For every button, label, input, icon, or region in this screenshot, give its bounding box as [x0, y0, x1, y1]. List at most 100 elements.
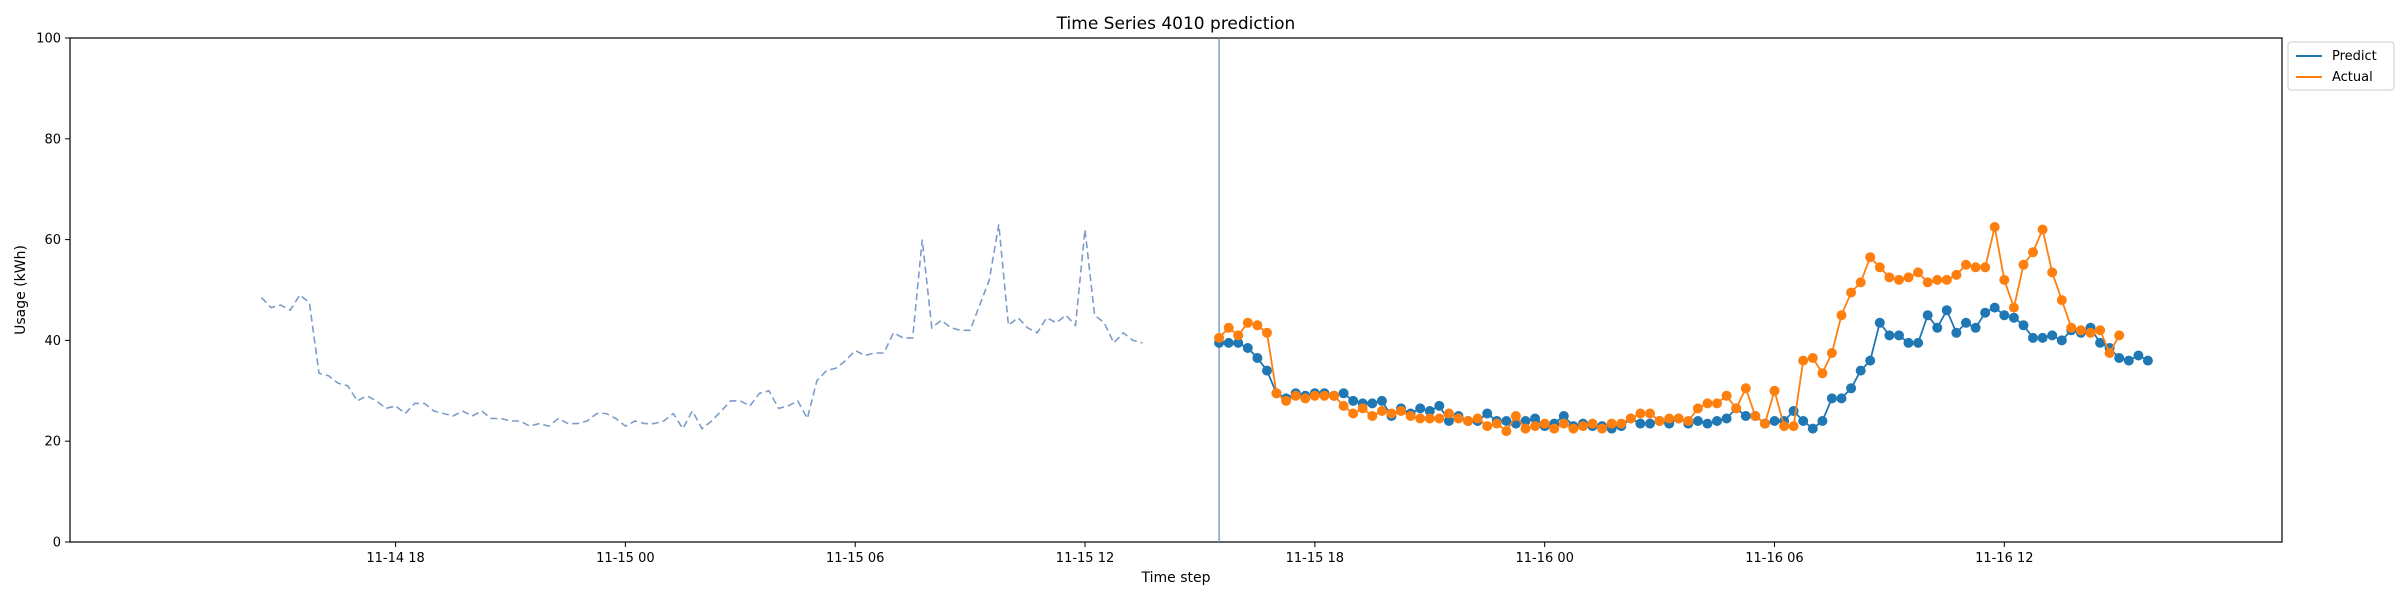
predict-point [1951, 327, 1962, 338]
predict-point [1223, 337, 1234, 348]
actual-point [1386, 408, 1397, 419]
actual-point [1443, 408, 1454, 419]
predict-point [1884, 330, 1895, 341]
predict-point [1941, 305, 1952, 316]
x-tick-label: 11-15 12 [1056, 551, 1114, 566]
actual-point [1750, 411, 1761, 421]
predict-point [2056, 335, 2067, 346]
predict-point [2133, 350, 2144, 361]
legend: Predict Actual [2287, 41, 2395, 91]
actual-point [2037, 224, 2048, 235]
predict-point [1415, 403, 1426, 414]
predict-point [1836, 393, 1847, 404]
predict-point [1558, 411, 1569, 421]
predict-point [2123, 355, 2134, 366]
predict-point [1855, 365, 1866, 376]
actual-point [1357, 403, 1368, 414]
actual-point [1271, 388, 1282, 399]
actual-point [1587, 418, 1598, 429]
actual-point [1424, 413, 1435, 424]
predict-point [1798, 416, 1809, 426]
predict-point [1635, 418, 1646, 429]
actual-point [1520, 423, 1531, 434]
actual-point [2085, 327, 2096, 338]
actual-point [1932, 274, 1943, 285]
actual-point [1348, 408, 1359, 419]
predict-point [1980, 307, 1991, 318]
predict-point [2095, 337, 2106, 348]
actual-point [1242, 317, 1253, 328]
actual-point [1635, 408, 1646, 419]
actual-point [1405, 411, 1416, 421]
actual-point [1616, 418, 1627, 429]
legend-predict-label: Predict [2332, 49, 2377, 64]
actual-point [1539, 418, 1550, 429]
predict-point [1989, 302, 2000, 313]
actual-point [2018, 259, 2029, 270]
actual-point [1568, 423, 1579, 434]
actual-point [2008, 302, 2019, 313]
actual-point [2104, 348, 2115, 358]
actual-point [1415, 413, 1426, 424]
x-tick-label: 11-15 00 [596, 551, 654, 566]
predict-point [1970, 322, 1981, 333]
actual-point [1807, 353, 1818, 363]
predict-point [1520, 416, 1531, 426]
actual-point [1463, 416, 1474, 426]
actual-point [1664, 413, 1675, 424]
actual-point [1961, 259, 1971, 270]
actual-point [2056, 295, 2067, 306]
actual-point [1396, 406, 1406, 416]
actual-point [1482, 421, 1493, 432]
actual-point [1846, 287, 1857, 298]
actual-point [1769, 385, 1780, 396]
actual-point [1491, 418, 1502, 429]
actual-point [1233, 330, 1244, 341]
actual-point [1989, 222, 2000, 232]
actual-point [1338, 400, 1349, 411]
plot-area-frame [69, 37, 2283, 543]
predict-point [1501, 416, 1512, 426]
predict-point [1826, 393, 1837, 404]
actual-point [1865, 252, 1876, 263]
x-axis-label: Time step [1141, 570, 1211, 586]
predict-point [1262, 365, 1272, 376]
predict-point [1530, 413, 1541, 424]
predict-point [1769, 416, 1780, 426]
predict-point [1932, 322, 1943, 333]
history-line [260, 224, 1143, 431]
predict-point [1348, 395, 1359, 406]
predict-point [1961, 317, 1971, 328]
legend-actual-label: Actual [2332, 70, 2373, 85]
actual-point [1970, 262, 1981, 273]
predict-point [1817, 416, 1828, 426]
predict-point [1874, 317, 1885, 328]
actual-point [1578, 421, 1588, 432]
actual-point [1798, 355, 1809, 366]
predict-point [1443, 416, 1454, 426]
actual-point [1300, 393, 1311, 404]
actual-point [1558, 418, 1569, 429]
actual-point [1731, 403, 1742, 414]
actual-point [1262, 327, 1272, 338]
predict-point [1242, 343, 1253, 353]
actual-point [2047, 267, 2058, 278]
actual-point [1654, 416, 1665, 426]
predict-point [1645, 418, 1655, 429]
actual-point [1214, 332, 1225, 343]
predict-point [1865, 355, 1876, 366]
actual-point [1645, 408, 1655, 419]
actual-point [1826, 348, 1837, 358]
actual-point [1501, 426, 1512, 437]
predict-point [2047, 330, 2058, 341]
actual-point [1692, 403, 1703, 414]
y-axis-label: Usage (kWh) [13, 245, 29, 335]
actual-point [1625, 413, 1636, 424]
x-tick-label: 11-15 06 [826, 551, 884, 566]
y-tick-label: 0 [53, 536, 61, 551]
actual-point [2066, 322, 2077, 333]
predict-point [2008, 312, 2019, 323]
actual-point [1855, 277, 1866, 288]
actual-point [1999, 274, 2010, 285]
actual-point [1884, 272, 1895, 283]
